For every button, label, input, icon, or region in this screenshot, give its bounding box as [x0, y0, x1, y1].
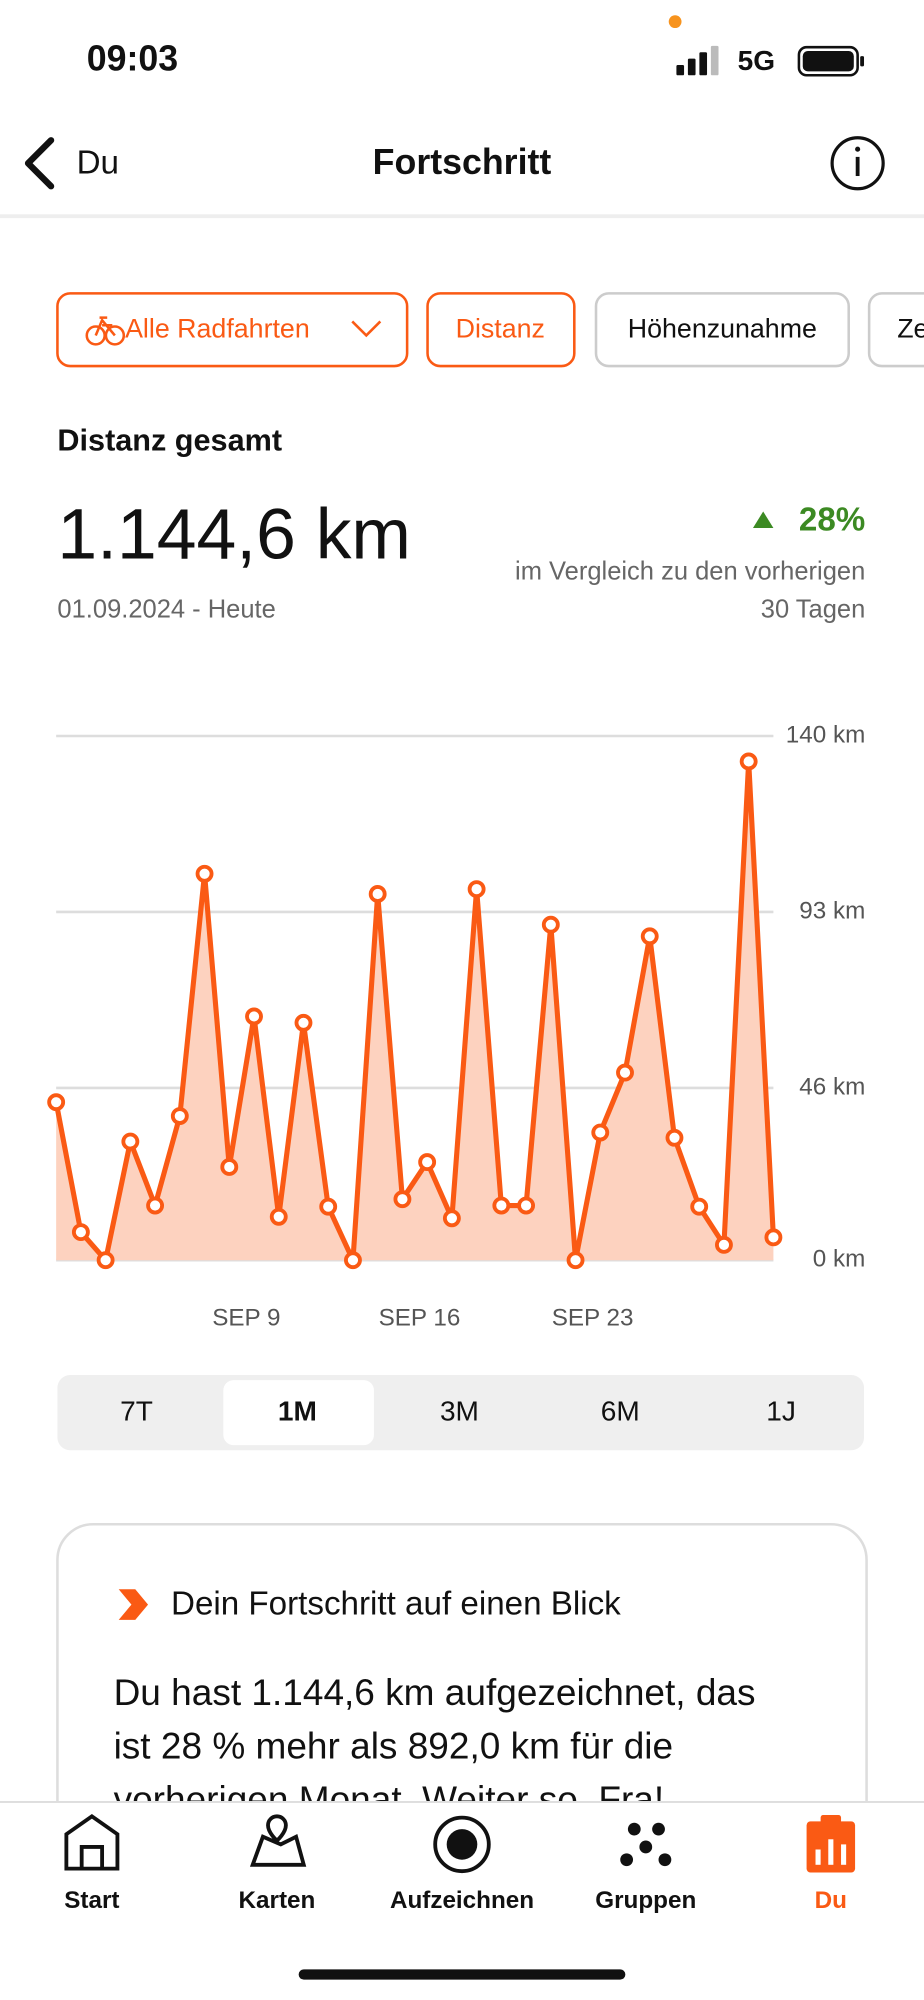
line: [53, 758, 776, 1263]
nav-labels: Start Karten Aufzeichnen Gruppen Du: [64, 1887, 847, 1914]
card-text: Du hast 1.144,6 km aufgezeichnet, das: [114, 1672, 756, 1713]
point: [344, 1251, 362, 1270]
chart: 0 km 46 km 93 km 140 km SEP 9 SEP 16 SEP 23: [47, 721, 866, 1331]
point: [541, 915, 560, 934]
point: [195, 864, 214, 883]
point: [517, 1196, 536, 1215]
page-title: Fortschritt: [373, 142, 552, 182]
point: [591, 1123, 610, 1142]
point: [442, 1209, 461, 1228]
status-dot: [668, 15, 682, 29]
point: [764, 1228, 783, 1247]
summary-label: Distanz gesamt: [57, 424, 282, 458]
point: [492, 1196, 511, 1215]
period-option[interactable]: 1J: [766, 1396, 796, 1427]
point: [47, 1093, 66, 1112]
point: [220, 1158, 239, 1176]
up-arrow: [752, 511, 774, 529]
point: [566, 1251, 585, 1270]
point: [690, 1197, 709, 1216]
y-tick-label: 0 km: [813, 1246, 866, 1273]
point: [640, 927, 659, 946]
point: [245, 1007, 263, 1026]
dropdown-icon: [351, 320, 382, 338]
info-button[interactable]: [830, 136, 885, 191]
period-option[interactable]: 1M: [278, 1396, 317, 1427]
point: [616, 1063, 634, 1082]
point: [393, 1190, 412, 1209]
periods: 7T 1M 3M 6M 1J: [120, 1380, 796, 1446]
summary-range: 01.09.2024 - Heute: [57, 596, 275, 624]
status-network: 5G: [738, 45, 775, 76]
record-icon: [433, 1815, 491, 1874]
filter-label: Ze: [897, 313, 924, 343]
comparison-text: 30 Tagen: [761, 596, 865, 624]
back-icon[interactable]: [24, 137, 55, 190]
card-title: Dein Fortschritt auf einen Blick: [171, 1586, 621, 1623]
point: [665, 1128, 684, 1147]
y-tick-label: 46 km: [799, 1073, 865, 1100]
back-label[interactable]: Du: [77, 144, 119, 181]
home-indicator: [298, 1969, 626, 1980]
point: [319, 1197, 338, 1216]
x-tick-label: SEP 16: [379, 1304, 461, 1331]
header-divider: [0, 214, 924, 219]
point: [71, 1223, 90, 1242]
filter-label: Höhenzunahme: [628, 313, 817, 343]
point: [715, 1235, 733, 1254]
point: [739, 752, 758, 771]
point: [269, 1207, 288, 1226]
point: [170, 1107, 189, 1125]
filter-label: Distanz: [456, 313, 545, 343]
point: [121, 1132, 140, 1151]
x-tick-label: SEP 23: [552, 1304, 634, 1331]
bike-icon: [85, 316, 126, 346]
card-text: ist 28 % mehr als 892,0 km für die: [114, 1726, 674, 1767]
filter-chip[interactable]: [594, 292, 850, 368]
comparison-text: im Vergleich zu den vorherigen: [515, 557, 865, 585]
point: [146, 1196, 165, 1215]
groups-icon: [620, 1822, 672, 1867]
filter-label: Alle Radfahrten: [125, 313, 310, 343]
period-option[interactable]: 3M: [440, 1396, 479, 1427]
y-tick-label: 140 km: [786, 721, 866, 748]
filter-chip[interactable]: [867, 292, 924, 368]
tab-label[interactable]: Aufzeichnen: [390, 1887, 534, 1914]
filter-chip[interactable]: [426, 292, 576, 368]
point: [467, 880, 486, 899]
tab-label[interactable]: Gruppen: [595, 1887, 696, 1914]
record-icon-dot: [446, 1829, 478, 1860]
summary-total: 1.144,6 km: [57, 494, 411, 574]
summary-change: 28%: [799, 501, 865, 538]
battery-icon: [797, 45, 865, 77]
y-tick-label: 93 km: [799, 897, 865, 924]
maps-icon: [249, 1814, 307, 1867]
filter-chip[interactable]: [56, 292, 409, 368]
period-option[interactable]: 6M: [601, 1396, 640, 1427]
tab-label[interactable]: Start: [64, 1887, 119, 1914]
tab-label[interactable]: Karten: [239, 1887, 316, 1914]
tab-divider: [0, 1801, 924, 1803]
status-time: 09:03: [87, 39, 178, 79]
period-selected: [223, 1380, 374, 1446]
start-icon: [64, 1813, 120, 1871]
you-icon-bars: [815, 1839, 847, 1865]
point: [418, 1153, 437, 1172]
x-tick-label: SEP 9: [212, 1304, 280, 1331]
signal-icon: [676, 45, 719, 76]
card-icon: [118, 1589, 149, 1620]
period-option[interactable]: 7T: [120, 1396, 153, 1427]
point: [294, 1013, 313, 1032]
tab-label[interactable]: Du: [815, 1887, 847, 1914]
point: [96, 1251, 115, 1270]
point: [368, 885, 387, 903]
